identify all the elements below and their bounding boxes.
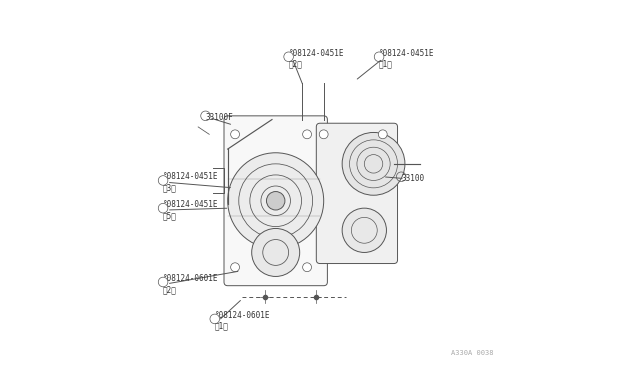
Text: °08124-0451E
。1〃: °08124-0451E 。1〃 (379, 49, 435, 69)
Circle shape (303, 263, 312, 272)
Text: °08124-0601E
。2〃: °08124-0601E 。2〃 (163, 274, 219, 294)
Circle shape (303, 130, 312, 139)
Circle shape (252, 228, 300, 276)
Circle shape (228, 153, 324, 249)
Text: °08124-0451E
。3〃: °08124-0451E 。3〃 (163, 172, 219, 192)
Circle shape (230, 130, 239, 139)
FancyBboxPatch shape (316, 123, 397, 263)
FancyBboxPatch shape (224, 116, 328, 286)
Text: °08124-0451E
。2〃: °08124-0451E 。2〃 (289, 49, 344, 69)
Circle shape (378, 130, 387, 139)
Circle shape (230, 263, 239, 272)
Text: 33100: 33100 (401, 174, 424, 183)
Circle shape (319, 130, 328, 139)
Text: °08124-0451E
。5〃: °08124-0451E 。5〃 (163, 200, 219, 220)
Text: 33100F: 33100F (205, 113, 234, 122)
Circle shape (266, 192, 285, 210)
Text: A330A 0038: A330A 0038 (451, 350, 493, 356)
Circle shape (342, 208, 387, 253)
Circle shape (342, 132, 405, 195)
Text: °08124-0601E
。1〃: °08124-0601E 。1〃 (215, 311, 270, 331)
